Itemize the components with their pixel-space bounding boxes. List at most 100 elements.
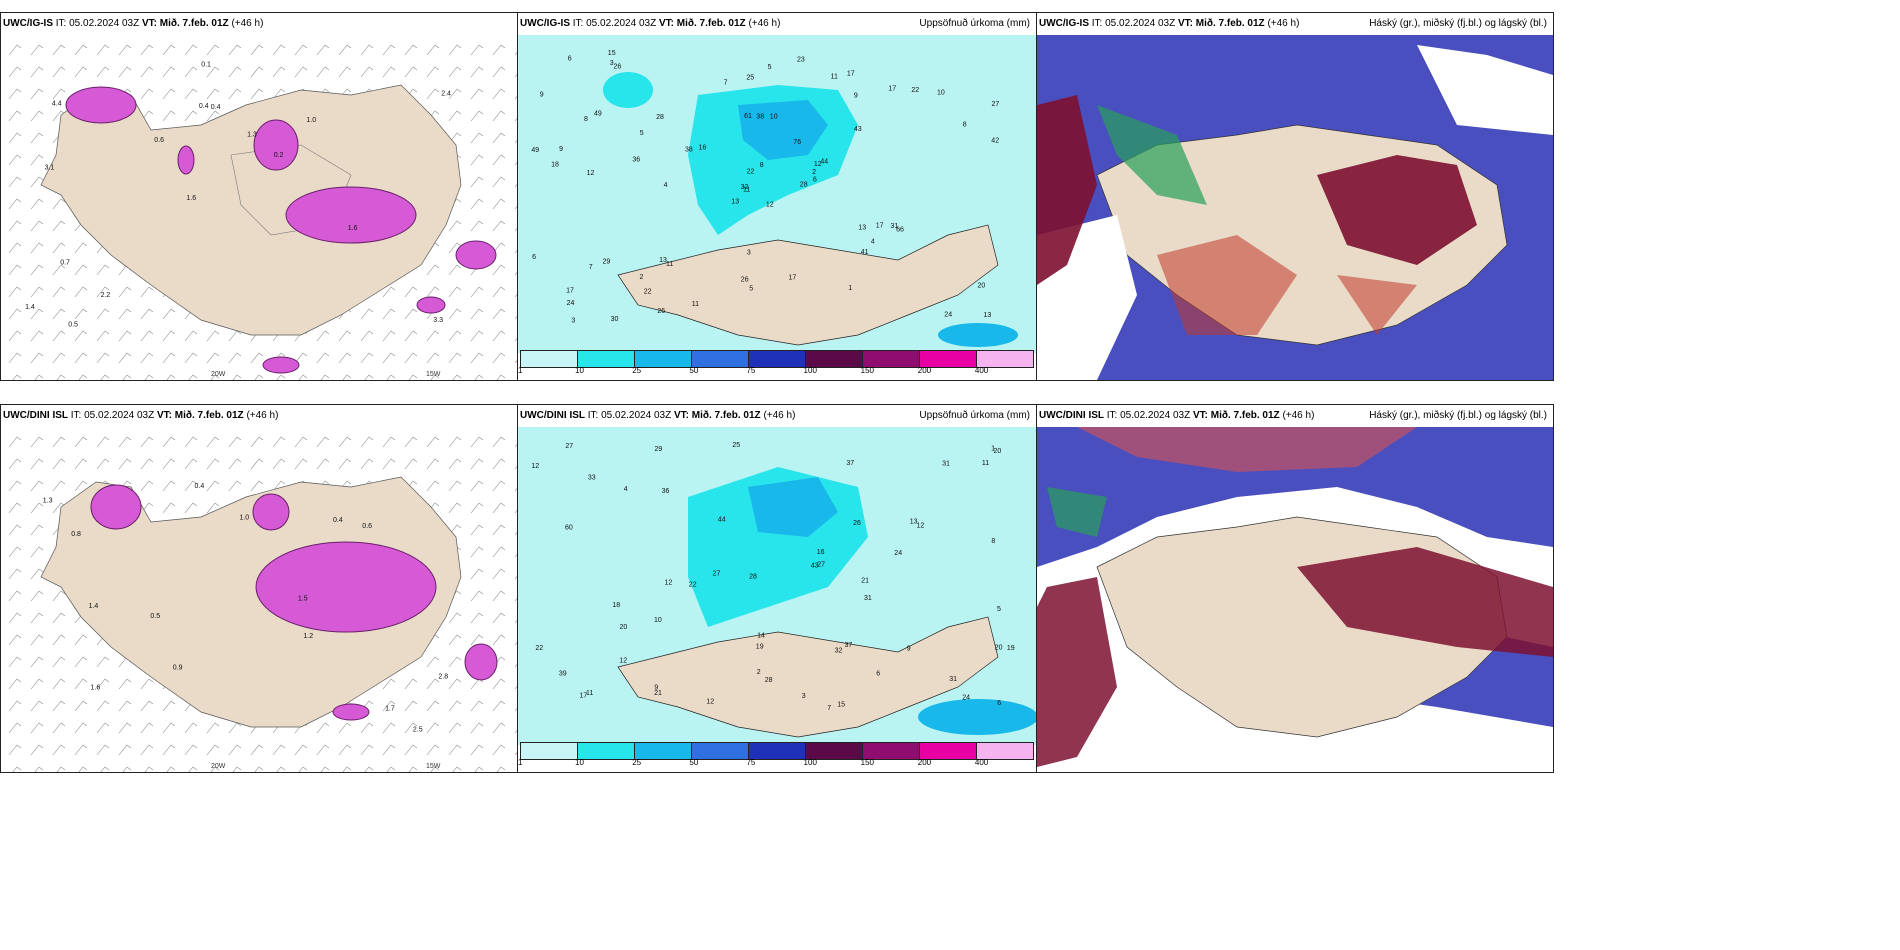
lon-label-15w: 15W xyxy=(426,763,441,770)
wind-barb xyxy=(140,744,154,756)
wind-barb xyxy=(52,198,66,210)
value-label: 3.1 xyxy=(45,164,55,171)
wind-barb xyxy=(162,722,176,734)
value-label: 31 xyxy=(864,595,872,602)
value-label: 0.7 xyxy=(60,260,70,267)
value-label: 0.4 xyxy=(333,517,343,524)
wind-barb xyxy=(74,308,88,320)
wind-barb xyxy=(8,656,22,668)
value-label: 29 xyxy=(603,259,611,266)
value-label: 6 xyxy=(997,700,1001,707)
wind-barb xyxy=(184,88,198,100)
wind-barb xyxy=(492,590,506,602)
wind-barb xyxy=(492,634,506,646)
wind-barb xyxy=(74,700,88,712)
panel-title: UWC/IG-IS IT: 05.02.2024 03Z VT: Mið. 7.… xyxy=(1037,13,1553,35)
value-label: 9 xyxy=(654,685,658,692)
value-label: 11 xyxy=(743,187,750,194)
wind-barb xyxy=(492,524,506,536)
value-label: 20 xyxy=(994,448,1002,455)
value-label: 0.9 xyxy=(173,664,183,671)
wind-barb xyxy=(470,308,484,320)
value-label: 32 xyxy=(741,184,749,191)
wind-barb xyxy=(448,308,462,320)
wind-barb xyxy=(492,568,506,580)
wind-barb xyxy=(30,330,44,342)
value-label: 13 xyxy=(858,225,866,232)
wind-barb xyxy=(426,700,440,712)
wind-barb xyxy=(74,480,88,492)
value-label: 9 xyxy=(907,645,911,652)
wind-barb xyxy=(184,744,198,756)
wind-barb xyxy=(8,678,22,690)
wind-barb xyxy=(162,458,176,470)
colorbar-swatch xyxy=(920,351,977,367)
wind-barb xyxy=(360,66,374,78)
wind-barb xyxy=(162,480,176,492)
wind-barb xyxy=(426,656,440,668)
wind-barb xyxy=(12,766,22,772)
init-time: IT: 05.02.2024 03Z xyxy=(55,18,140,29)
wind-barb xyxy=(492,242,506,254)
precip-title: Uppsöfnuð úrkoma (mm) xyxy=(919,18,1030,29)
value-label: 6 xyxy=(813,177,817,184)
valid-label: VT: xyxy=(1192,410,1208,421)
wind-barb xyxy=(52,678,66,690)
wind-barb xyxy=(404,66,418,78)
panel-title: UWC/DINI ISL IT: 05.02.2024 03Z VT: Mið.… xyxy=(1037,405,1553,427)
wind-barb xyxy=(448,458,462,470)
wind-barb xyxy=(8,264,22,276)
value-label: 26 xyxy=(853,520,861,527)
panel-title: UWC/IG-IS IT: 05.02.2024 03Z VT: Mið. 7.… xyxy=(1,13,517,35)
precip-map: 1281117121117109282613122713433061762916… xyxy=(518,35,1036,353)
wind-barb xyxy=(118,44,132,56)
high-cloud xyxy=(1047,487,1107,537)
wind-barb xyxy=(448,44,462,56)
wind-barb xyxy=(250,352,264,364)
value-label: 43 xyxy=(811,562,819,569)
colorbar-swatch xyxy=(977,351,1033,367)
colorbar-swatch xyxy=(806,743,863,759)
wind-barb xyxy=(338,744,352,756)
wind-barb xyxy=(8,546,22,558)
value-label: 17 xyxy=(888,86,896,93)
wind-barb xyxy=(8,330,22,342)
wind-barb xyxy=(140,286,154,298)
lead-time: (+46 h) xyxy=(748,18,781,29)
value-label: 7 xyxy=(724,79,728,86)
precip-colorbar: 1 10 25 50 75 100 150 200 400 xyxy=(518,742,1034,770)
wind-barb xyxy=(470,132,484,144)
wind-barb xyxy=(426,264,440,276)
value-label: 13 xyxy=(659,257,667,264)
value-label: 2 xyxy=(640,274,644,281)
wind-barb xyxy=(118,66,132,78)
colorbar-tick: 50 xyxy=(689,758,699,767)
wind-barb xyxy=(298,374,308,380)
colorbar-swatch xyxy=(578,351,635,367)
value-label: 66 xyxy=(896,226,904,233)
wind-barb xyxy=(470,220,484,232)
colorbar-tick: 75 xyxy=(746,758,756,767)
value-label: 12 xyxy=(619,657,627,664)
value-label: 0.6 xyxy=(362,523,372,530)
wind-barb xyxy=(8,198,22,210)
wind-barb xyxy=(52,744,66,756)
value-label: 22 xyxy=(689,582,697,589)
wind-barb xyxy=(408,766,418,772)
value-label: 28 xyxy=(800,182,808,189)
wind-barb xyxy=(8,524,22,536)
value-label: 3 xyxy=(571,318,575,325)
value-label: 0.8 xyxy=(71,531,81,538)
value-label: 0.5 xyxy=(68,321,78,328)
wind-barb xyxy=(34,374,44,380)
wind-barb xyxy=(96,308,110,320)
value-label: 44 xyxy=(820,159,828,166)
wind-barb xyxy=(52,308,66,320)
value-label: 38 xyxy=(756,114,764,121)
wind-barb xyxy=(316,722,330,734)
precip-colorbar: 1 10 25 50 75 100 150 200 400 xyxy=(518,350,1034,378)
valid-label: VT: xyxy=(141,18,157,29)
wind-barb xyxy=(250,88,264,100)
wind-barb xyxy=(492,330,506,342)
wind-barb xyxy=(206,66,220,78)
